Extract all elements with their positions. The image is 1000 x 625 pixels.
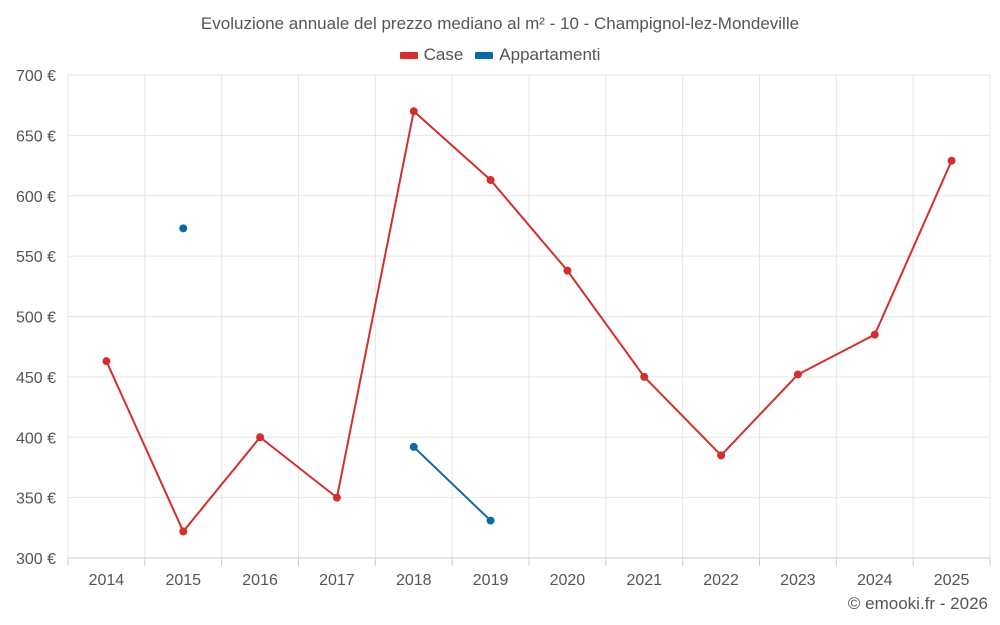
x-tick-label: 2021 [626, 572, 662, 589]
data-point-case [793, 370, 802, 379]
y-tick-label: 450 € [16, 370, 56, 387]
y-tick-label: 550 € [16, 249, 56, 266]
y-tick-label: 350 € [16, 491, 56, 508]
y-tick-label: 500 € [16, 310, 56, 327]
legend-swatch-case [399, 51, 418, 59]
x-tick-label: 2019 [473, 572, 509, 589]
y-tick-label: 400 € [16, 430, 56, 447]
data-point-case [486, 176, 495, 185]
series-line-case [105, 110, 953, 533]
data-point-case [640, 372, 649, 381]
data-point-case [179, 527, 188, 536]
legend-label-case: Case [423, 45, 464, 64]
data-point-case [947, 156, 956, 165]
chart-title: Evoluzione annuale del prezzo mediano al… [200, 14, 800, 33]
legend-item-case[interactable]: Case [399, 45, 464, 65]
y-tick-label: 700 € [16, 68, 56, 85]
x-tick-label: 2022 [703, 572, 739, 589]
data-point-case [870, 330, 879, 339]
data-point-case [717, 451, 726, 460]
data-point-case [409, 107, 418, 116]
data-point-appartamenti [486, 516, 495, 525]
x-tick-label: 2014 [89, 572, 125, 589]
data-point-appartamenti [409, 442, 418, 451]
data-point-case [563, 266, 572, 275]
x-tick-label: 2016 [242, 572, 278, 589]
x-tick-label: 2025 [934, 572, 970, 589]
data-point-case [256, 433, 265, 442]
data-point-case [332, 493, 341, 502]
x-tick-label: 2015 [165, 572, 201, 589]
y-tick-label: 600 € [16, 189, 56, 206]
series-line-appartamenti [413, 446, 492, 522]
x-tick-label: 2018 [396, 572, 432, 589]
y-tick-label: 300 € [16, 551, 56, 568]
legend-swatch-appartamenti [475, 51, 494, 59]
legend-label-appartamenti: Appartamenti [499, 45, 601, 64]
y-tick-label: 650 € [16, 128, 56, 145]
copyright-text: © emooki.fr - 2026 [847, 594, 988, 613]
x-tick-label: 2023 [780, 572, 816, 589]
x-tick-label: 2020 [550, 572, 586, 589]
data-point-case [102, 357, 111, 366]
x-tick-label: 2017 [319, 572, 355, 589]
data-point-appartamenti [179, 224, 188, 233]
x-tick-label: 2024 [857, 572, 893, 589]
chart-legend: Case Appartamenti [0, 45, 1000, 65]
legend-item-appartamenti[interactable]: Appartamenti [475, 45, 600, 65]
